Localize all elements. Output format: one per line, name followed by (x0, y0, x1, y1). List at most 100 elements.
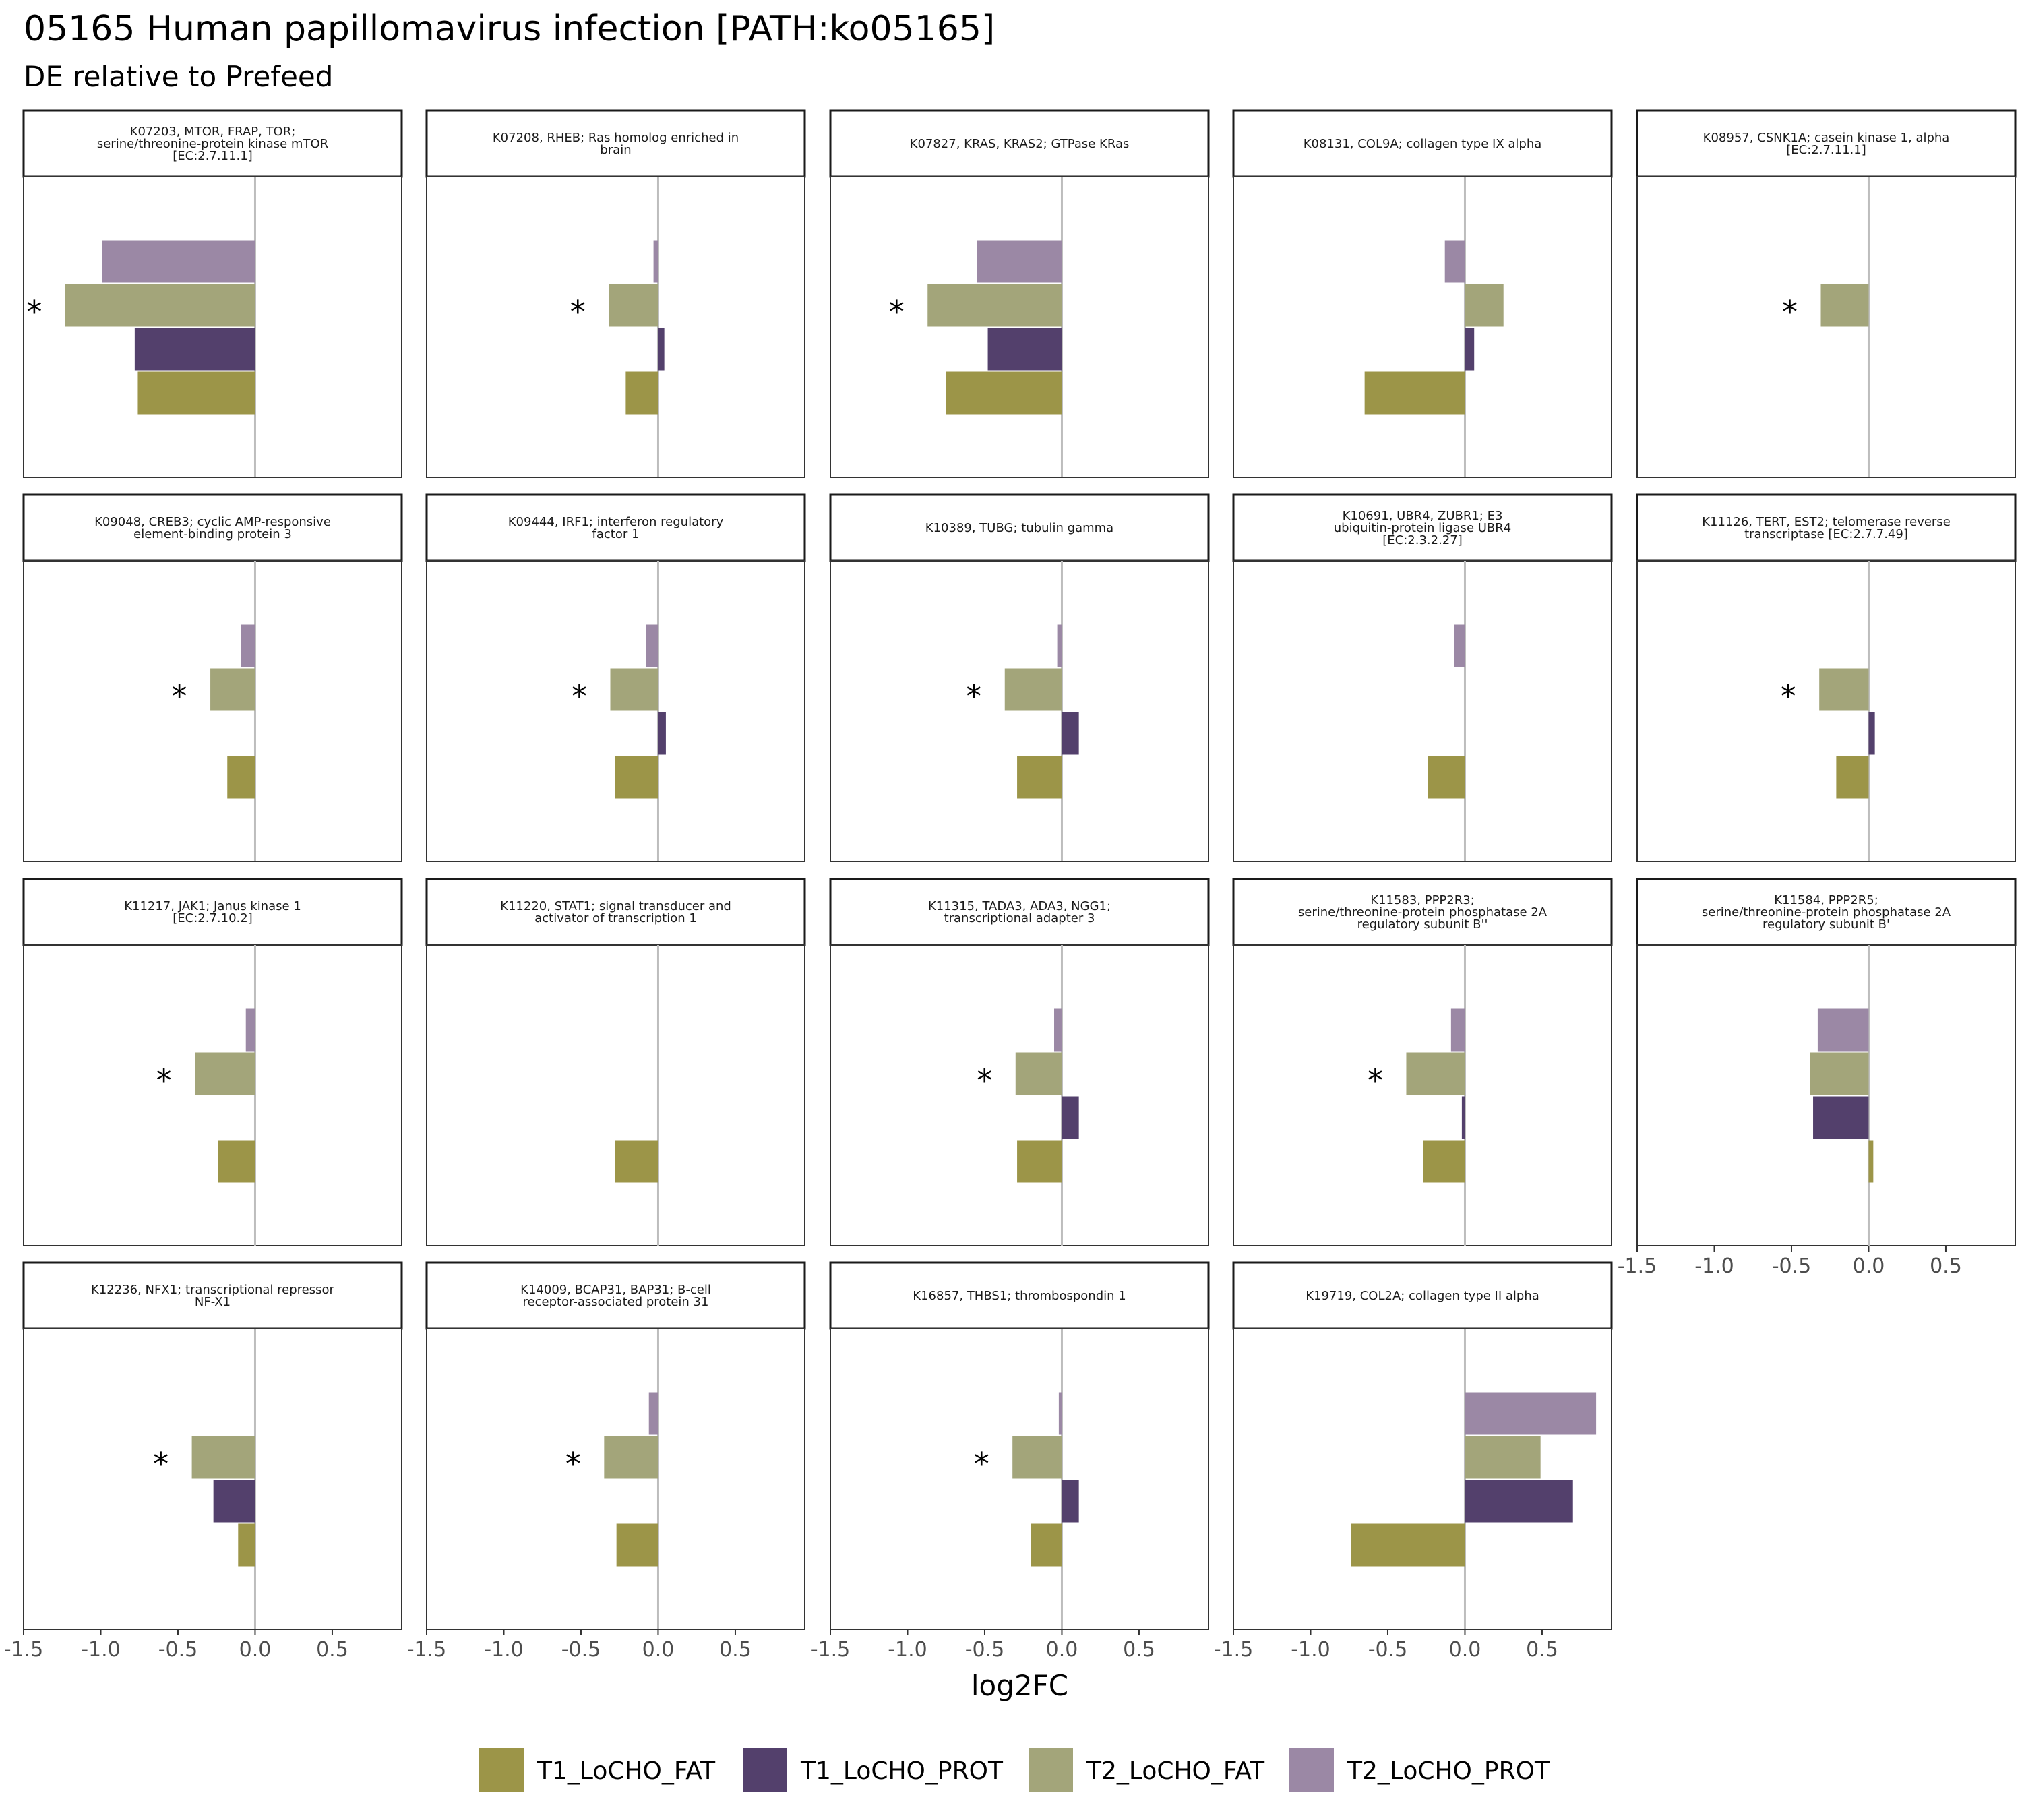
panel-background (830, 1328, 1209, 1630)
bar (658, 712, 666, 755)
x-tick-label: 0.5 (316, 1638, 348, 1662)
significance-marker: * (26, 294, 42, 330)
facet-title-line: [EC:2.3.2.27] (1382, 533, 1462, 547)
facet-title-line: element-binding protein 3 (133, 527, 292, 541)
bar (1015, 1052, 1062, 1095)
facet-panels: K07203, MTOR, FRAP, TOR; serine/threonine… (4, 109, 2017, 1662)
bar (1017, 1140, 1062, 1183)
bar (1465, 1480, 1573, 1523)
facet-title-line: transcriptional adapter 3 (944, 911, 1095, 926)
facet-strip (829, 1261, 1210, 1330)
x-tick-label: -1.5 (1618, 1254, 1657, 1278)
bar (1868, 1140, 1874, 1183)
x-tick-label: 0.0 (1853, 1254, 1885, 1278)
bar (195, 1052, 255, 1095)
facet-strip (425, 1261, 806, 1330)
bar (1836, 756, 1869, 799)
facet-title-line: serine/threonine-protein phosphatase 2A (1702, 905, 1951, 919)
bar (1004, 668, 1062, 711)
bar (137, 371, 255, 415)
facet-strip (829, 109, 1210, 178)
facet-title-line: ubiquitin-protein ligase UBR4 (1334, 521, 1511, 535)
significance-marker: * (977, 1062, 992, 1099)
facet-title-line: NF-X1 (195, 1295, 231, 1309)
facet-strip (22, 109, 403, 178)
bar (218, 1140, 255, 1183)
x-tick-label: -0.5 (158, 1638, 198, 1662)
bar (245, 1008, 255, 1052)
x-tick-label: -1.5 (1214, 1638, 1254, 1662)
facet-title-line: [EC:2.7.11.1] (1786, 143, 1866, 157)
facet-title-line: receptor-associated protein 31 (523, 1295, 709, 1309)
x-tick-label: -1.0 (484, 1638, 524, 1662)
panel-background (1233, 176, 1612, 478)
x-tick-label: 0.5 (1526, 1638, 1558, 1662)
facet-strip (22, 493, 403, 562)
bar (1062, 1096, 1079, 1139)
x-tick-label: -1.0 (888, 1638, 927, 1662)
bar (1450, 1008, 1465, 1052)
bar (653, 240, 658, 283)
panel-background (23, 560, 402, 862)
facet-panel: K16857, THBS1; thrombospondin 1 * -1.5 -1.0… (811, 1261, 1210, 1662)
significance-marker: * (565, 1446, 581, 1482)
bar (615, 1140, 658, 1183)
x-tick-label: 0.0 (239, 1638, 272, 1662)
facet-panel: K07203, MTOR, FRAP, TOR;serine/threonine… (22, 109, 403, 478)
facet-strip (829, 878, 1210, 946)
x-tick-label: -0.5 (1368, 1638, 1408, 1662)
bar (927, 284, 1062, 327)
x-tick-label: 0.5 (719, 1638, 752, 1662)
x-tick-label: -0.5 (561, 1638, 601, 1662)
plot-title: 05165 Human papillomavirus infection [PA… (24, 9, 995, 49)
x-tick-label: -1.5 (811, 1638, 851, 1662)
bar (1465, 1392, 1597, 1435)
significance-marker: * (889, 294, 905, 330)
facet-panel: K11315, TADA3, ADA3, NGG1;transcriptiona… (829, 878, 1210, 1246)
bar (1062, 712, 1079, 755)
legend-swatch (1289, 1748, 1334, 1792)
facet-title-line: K07208, RHEB; Ras homolog enriched in (493, 131, 739, 145)
bar (1012, 1436, 1062, 1479)
panel-background (426, 1328, 805, 1630)
panel-background (1636, 560, 2016, 862)
legend-label: T2_LoCHO_PROT (1347, 1757, 1550, 1785)
facet-panel: K07827, KRAS, KRAS2; GTPase KRas * (829, 109, 1210, 478)
bar (1017, 756, 1062, 799)
panel-background (1233, 1328, 1612, 1630)
bar (1810, 1052, 1869, 1095)
bar (102, 240, 255, 283)
facet-panel: K09444, IRF1; interferon regulatoryfacto… (425, 493, 806, 862)
panel-background (830, 944, 1209, 1246)
bar (1820, 284, 1869, 327)
bar (213, 1480, 255, 1523)
bar (1058, 1392, 1062, 1435)
facet-panel: K11583, PPP2R3;serine/threonine-protein … (1232, 878, 1613, 1246)
facet-title-line: [EC:2.7.11.1] (173, 149, 252, 163)
x-tick-label: 0.5 (1123, 1638, 1155, 1662)
plot-subtitle: DE relative to Prefeed (24, 60, 333, 93)
legend-swatch (743, 1748, 787, 1792)
bar (1819, 668, 1869, 711)
panel-background (23, 1328, 402, 1630)
facet-strip (425, 109, 806, 178)
facet-title-line: K11583, PPP2R3; (1370, 893, 1475, 907)
bar (210, 668, 255, 711)
bar (1423, 1140, 1465, 1183)
legend-label: T1_LoCHO_PROT (800, 1757, 1004, 1785)
facet-title-line: K11217, JAK1; Janus kinase 1 (124, 899, 301, 913)
legend: T1_LoCHO_FAT T1_LoCHO_PROT T2_LoCHO_FAT T2_… (479, 1748, 1550, 1792)
significance-marker: * (1781, 678, 1796, 715)
panel-background (1636, 176, 2016, 478)
bar (1351, 1523, 1465, 1567)
bar (1031, 1523, 1062, 1567)
bar (1406, 1052, 1465, 1095)
facet-title-line: K07203, MTOR, FRAP, TOR; (130, 125, 296, 139)
facet-strip (1232, 493, 1613, 562)
x-tick-label: -1.0 (1291, 1638, 1330, 1662)
x-tick-label: -1.5 (4, 1638, 44, 1662)
facet-title-line: K11126, TERT, EST2; telomerase reverse (1702, 515, 1951, 529)
facet-strip (829, 493, 1210, 562)
bar (609, 284, 658, 327)
bar (1868, 712, 1875, 755)
